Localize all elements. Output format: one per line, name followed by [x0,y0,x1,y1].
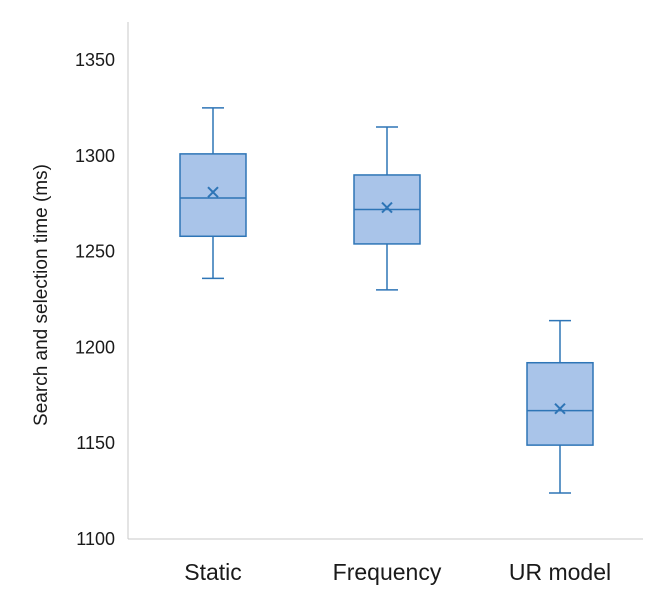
iqr-box [526,361,594,446]
mean-marker [207,186,219,198]
mean-marker [554,403,566,415]
y-tick-label: 1250 [75,242,115,262]
x-category-label: Frequency [333,559,442,585]
box-frequency [353,126,421,291]
y-axis-title: Search and selection time (ms) [31,164,52,426]
y-tick-label: 1300 [75,146,115,166]
box-series [179,107,594,494]
y-tick-label: 1100 [76,529,115,549]
x-category-label: Static [184,559,242,585]
x-category-label: UR model [509,559,611,585]
y-tick-label: 1150 [76,433,115,453]
y-tick-label: 1350 [75,50,115,70]
box-static [179,107,247,280]
y-axis: 1100 1150 1200 1250 1300 1350 [75,50,115,549]
y-tick-label: 1200 [75,337,115,357]
plot-frame [127,22,643,540]
iqr-box [179,153,247,238]
box-ur-model [526,319,594,494]
x-axis: Static Frequency UR model [184,559,611,585]
mean-marker [381,201,393,214]
